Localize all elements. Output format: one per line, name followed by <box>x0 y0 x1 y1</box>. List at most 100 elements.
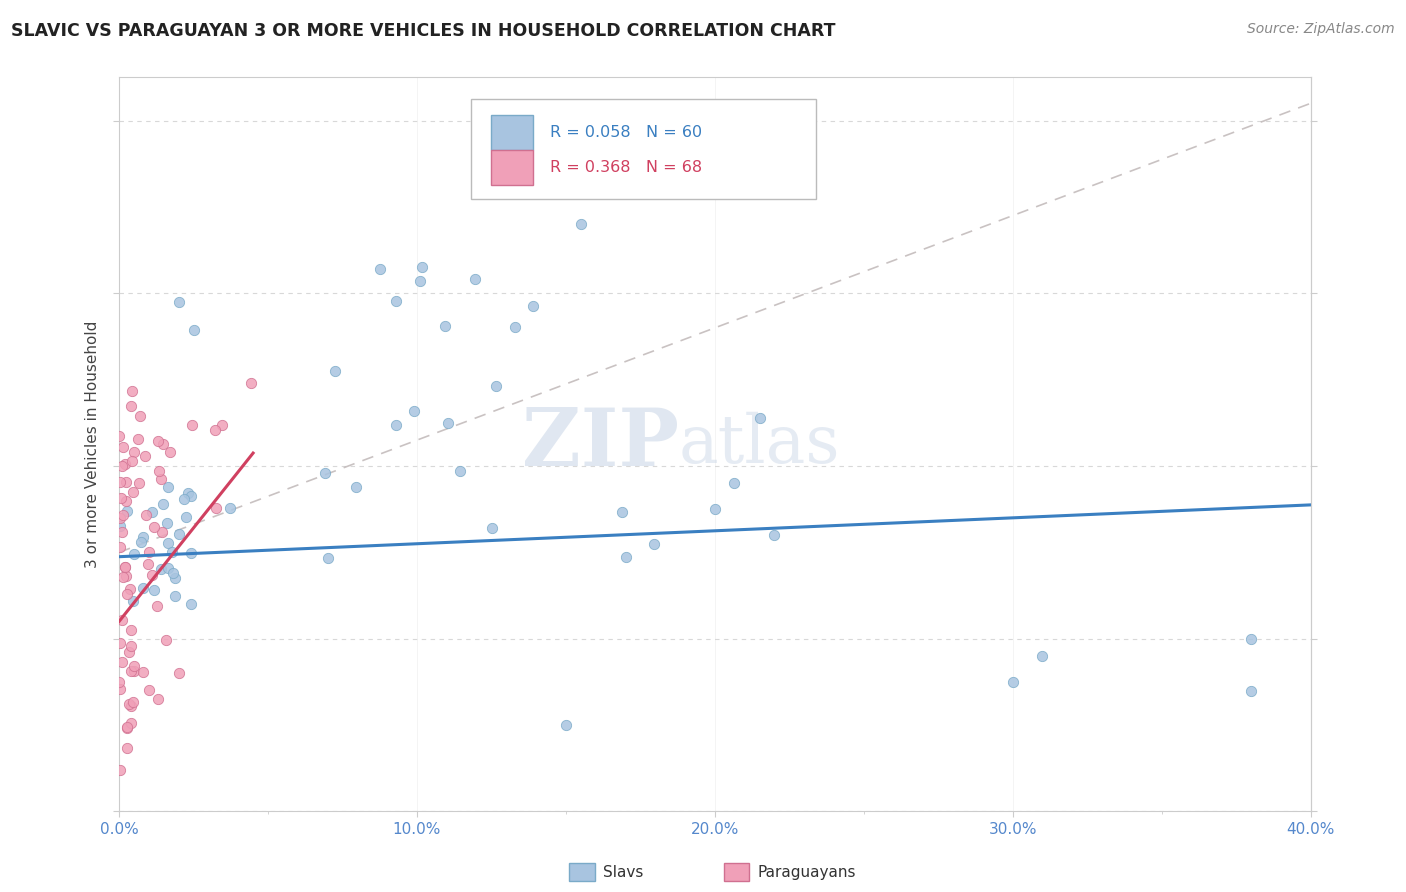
Text: R = 0.368   N = 68: R = 0.368 N = 68 <box>550 161 703 175</box>
Point <box>163 571 186 585</box>
Point <box>120 665 142 679</box>
Point <box>136 558 159 572</box>
Point <box>122 695 145 709</box>
Point <box>239 376 262 391</box>
Point <box>112 440 135 454</box>
Point <box>110 540 132 554</box>
Point <box>149 472 172 486</box>
Point <box>481 521 503 535</box>
Point <box>1240 632 1263 646</box>
Point <box>449 464 471 478</box>
Point <box>404 404 426 418</box>
Point <box>723 476 745 491</box>
Point <box>118 644 141 658</box>
Point <box>120 698 142 713</box>
Point <box>569 217 592 231</box>
Point <box>117 720 139 734</box>
Point <box>409 274 432 288</box>
Point <box>127 432 149 446</box>
Point <box>122 485 145 500</box>
Point <box>150 524 173 539</box>
Point <box>108 764 131 778</box>
Point <box>115 569 138 583</box>
Text: ZIP: ZIP <box>522 406 679 483</box>
FancyBboxPatch shape <box>491 150 533 186</box>
Point <box>180 597 202 611</box>
Point <box>146 599 169 614</box>
Point <box>115 494 138 508</box>
Point <box>156 480 179 494</box>
Point <box>114 560 136 574</box>
Point <box>108 519 131 533</box>
Point <box>120 716 142 731</box>
Point <box>148 464 170 478</box>
Point <box>169 526 191 541</box>
Point <box>111 655 134 669</box>
Point <box>156 536 179 550</box>
Point <box>134 449 156 463</box>
Point <box>612 505 634 519</box>
Point <box>110 613 132 627</box>
Point <box>120 623 142 637</box>
Point <box>110 636 132 650</box>
Point <box>1031 648 1053 663</box>
Point <box>108 475 131 489</box>
Point <box>703 502 725 516</box>
Point <box>108 674 131 689</box>
Point <box>1240 683 1263 698</box>
Text: SLAVIC VS PARAGUAYAN 3 OR MORE VEHICLES IN HOUSEHOLD CORRELATION CHART: SLAVIC VS PARAGUAYAN 3 OR MORE VEHICLES … <box>11 22 835 40</box>
Point <box>152 497 174 511</box>
Point <box>325 364 347 378</box>
Point <box>118 698 141 712</box>
Point <box>159 445 181 459</box>
Text: Paraguayans: Paraguayans <box>758 865 856 880</box>
Point <box>173 491 195 506</box>
Point <box>314 467 336 481</box>
Point <box>411 260 433 275</box>
Point <box>141 505 163 519</box>
Point <box>148 434 170 448</box>
Point <box>643 537 665 551</box>
Point <box>554 718 576 732</box>
Text: Source: ZipAtlas.com: Source: ZipAtlas.com <box>1247 22 1395 37</box>
Point <box>108 429 131 443</box>
Point <box>138 544 160 558</box>
Point <box>117 587 139 601</box>
Point <box>344 480 367 494</box>
Point <box>180 546 202 560</box>
Point <box>163 589 186 603</box>
Point <box>120 399 142 413</box>
Point <box>148 692 170 706</box>
Point <box>211 417 233 432</box>
Point <box>117 741 139 756</box>
Point <box>132 581 155 595</box>
Point <box>110 681 132 696</box>
Point <box>128 475 150 490</box>
Point <box>128 409 150 424</box>
Point <box>162 566 184 580</box>
Point <box>122 665 145 679</box>
Point <box>368 262 391 277</box>
Point <box>111 458 134 473</box>
Point <box>121 593 143 607</box>
Point <box>614 550 637 565</box>
FancyBboxPatch shape <box>491 115 533 150</box>
Point <box>1001 674 1024 689</box>
Point <box>122 659 145 673</box>
Point <box>316 551 339 566</box>
Point <box>115 475 138 489</box>
Point <box>115 721 138 735</box>
Point <box>114 457 136 471</box>
Point <box>385 417 408 432</box>
Point <box>122 444 145 458</box>
Point <box>464 272 486 286</box>
FancyBboxPatch shape <box>471 100 815 199</box>
Point <box>115 504 138 518</box>
Y-axis label: 3 or more Vehicles in Household: 3 or more Vehicles in Household <box>86 321 100 568</box>
Point <box>110 491 132 505</box>
Point <box>167 295 190 310</box>
Point <box>124 547 146 561</box>
Point <box>150 562 173 576</box>
Point <box>129 535 152 549</box>
Point <box>120 639 142 653</box>
